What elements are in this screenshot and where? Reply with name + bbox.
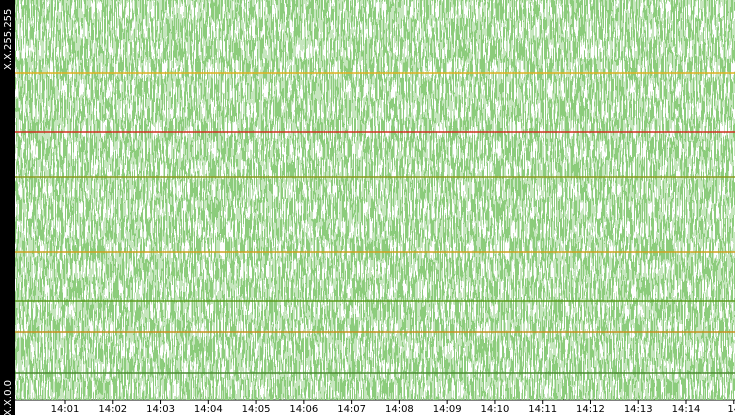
x-tick-label: 14:07	[337, 404, 366, 415]
x-tick-label: 14:04	[194, 404, 223, 415]
x-tick-label: 14:02	[98, 404, 127, 415]
x-tick-label: 14:12	[576, 404, 605, 415]
x-tick-label: 14:08	[385, 404, 414, 415]
y-tick-label: X.X.0.0	[3, 380, 14, 415]
x-tick-label: 14:09	[433, 404, 462, 415]
x-axis-band	[15, 400, 735, 415]
y-tick-label: X.X.255.255	[3, 9, 14, 70]
x-tick-label: 14:10	[481, 404, 510, 415]
x-tick-label: 14	[727, 404, 735, 415]
x-tick-label: 14:11	[528, 404, 557, 415]
traffic-noise	[15, 0, 735, 400]
x-tick-label: 14:06	[289, 404, 318, 415]
x-tick-label: 14:13	[624, 404, 653, 415]
x-tick-label: 14:01	[51, 404, 80, 415]
y-axis-band	[0, 0, 15, 415]
x-tick-label: 14:14	[672, 404, 701, 415]
x-tick-label: 14:03	[146, 404, 175, 415]
x-tick-label: 14:05	[242, 404, 271, 415]
